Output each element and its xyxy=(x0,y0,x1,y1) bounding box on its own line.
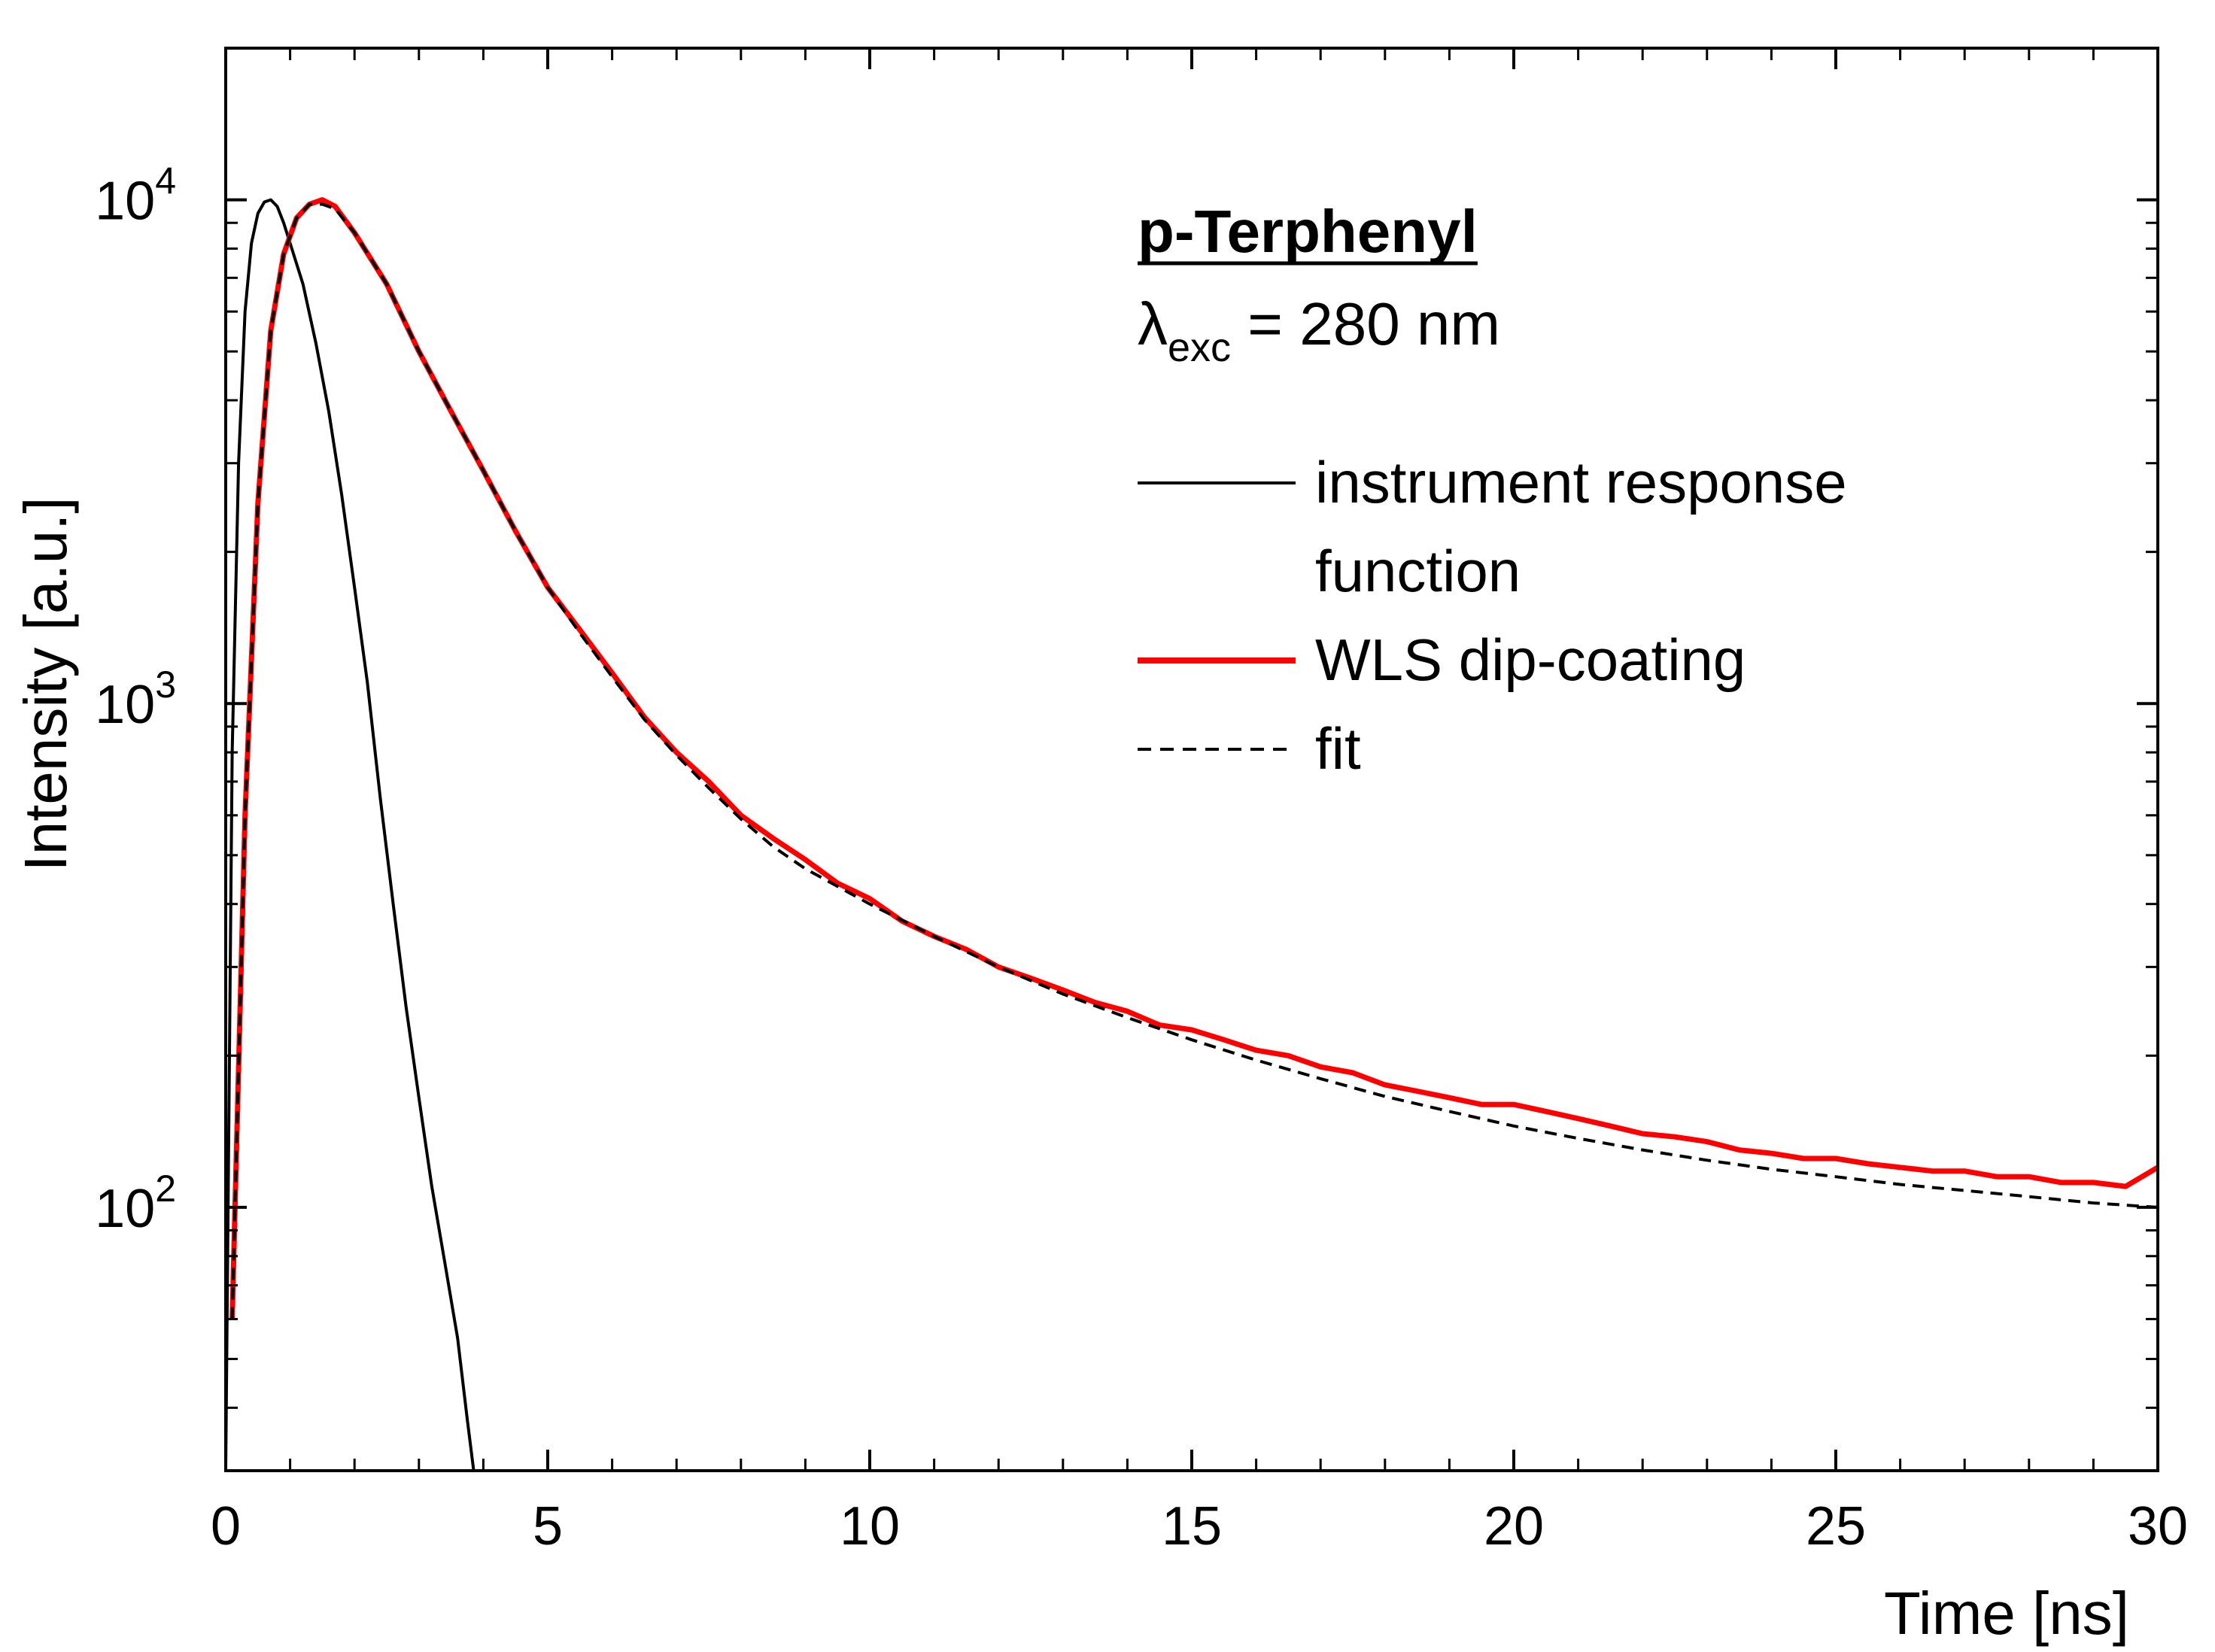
legend: instrument response function WLS dip-coati… xyxy=(1138,449,1847,782)
chart-annotation: p-Terphenyl λexc = 280 nm xyxy=(1138,198,1500,370)
legend-label-fit: fit xyxy=(1315,715,1361,782)
legend-label-wls-dip-coating: WLS dip-coating xyxy=(1315,627,1746,693)
x-tick-label: 15 xyxy=(1162,1496,1222,1556)
series-line-fit xyxy=(230,202,2158,1319)
y-tick-label: 102 xyxy=(95,1168,176,1239)
annotation-title: p-Terphenyl xyxy=(1138,198,1478,265)
x-tick-label: 5 xyxy=(533,1496,563,1556)
x-tick-label: 0 xyxy=(211,1496,241,1556)
x-tick-label: 10 xyxy=(840,1496,900,1556)
lambda-symbol: λ xyxy=(1138,290,1168,357)
series-line-wls-dip-coating xyxy=(229,197,2158,1319)
x-axis-title: Time [ns] xyxy=(1884,1580,2129,1647)
lambda-subscript: exc xyxy=(1168,325,1231,370)
legend-label-instrument-response-function: function xyxy=(1315,538,1521,604)
tick-labels-layer: 0 5 10 15 20 25 30 102 103 104 xyxy=(95,160,2188,1556)
y-tick-label: 104 xyxy=(95,160,176,232)
lambda-value: = 280 nm xyxy=(1231,290,1500,357)
y-axis-title: Intensity [a.u.] xyxy=(12,497,79,871)
annotation-excitation-wavelength: λexc = 280 nm xyxy=(1138,290,1500,370)
legend-label-instrument-response-function: instrument response xyxy=(1315,449,1847,515)
x-tick-label: 25 xyxy=(1806,1496,1866,1556)
x-tick-label: 20 xyxy=(1484,1496,1544,1556)
series-layer xyxy=(226,197,2158,1471)
plot-frame xyxy=(224,47,2159,1472)
x-tick-label: 30 xyxy=(2128,1496,2188,1556)
y-tick-label: 103 xyxy=(95,664,176,735)
series-line-instrument-response-function xyxy=(226,198,476,1471)
